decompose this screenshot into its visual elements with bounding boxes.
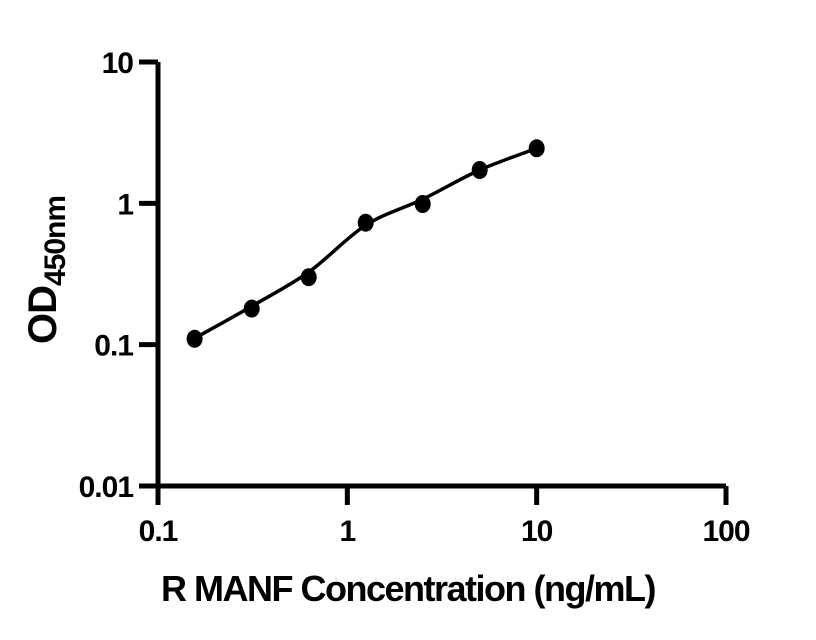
x-tick-label-10: 10 [521, 515, 553, 548]
data-point-4 [414, 195, 431, 213]
y-tick-label-10: 10 [102, 47, 134, 80]
y-tick-label-1: 1 [117, 188, 133, 221]
data-point-5 [471, 161, 488, 179]
y-tick-label-0.01: 0.01 [79, 471, 134, 504]
x-tick-label-0.1: 0.1 [139, 515, 178, 548]
x-axis-title: R MANF Concentration (ng/mL) [161, 568, 655, 609]
x-tick-label-100: 100 [702, 515, 749, 548]
data-point-6 [528, 139, 545, 158]
y-axis-title: OD450nm [21, 196, 72, 344]
y-axis-title-main: OD [21, 286, 65, 344]
data-point-1 [243, 299, 260, 318]
data-point-3 [357, 213, 374, 232]
data-point-0 [186, 329, 203, 348]
y-axis-title-subscript: 450nm [39, 196, 72, 286]
data-point-2 [300, 268, 317, 287]
x-tick-label-1: 1 [339, 515, 355, 548]
y-tick-label-0.1: 0.1 [94, 330, 133, 363]
